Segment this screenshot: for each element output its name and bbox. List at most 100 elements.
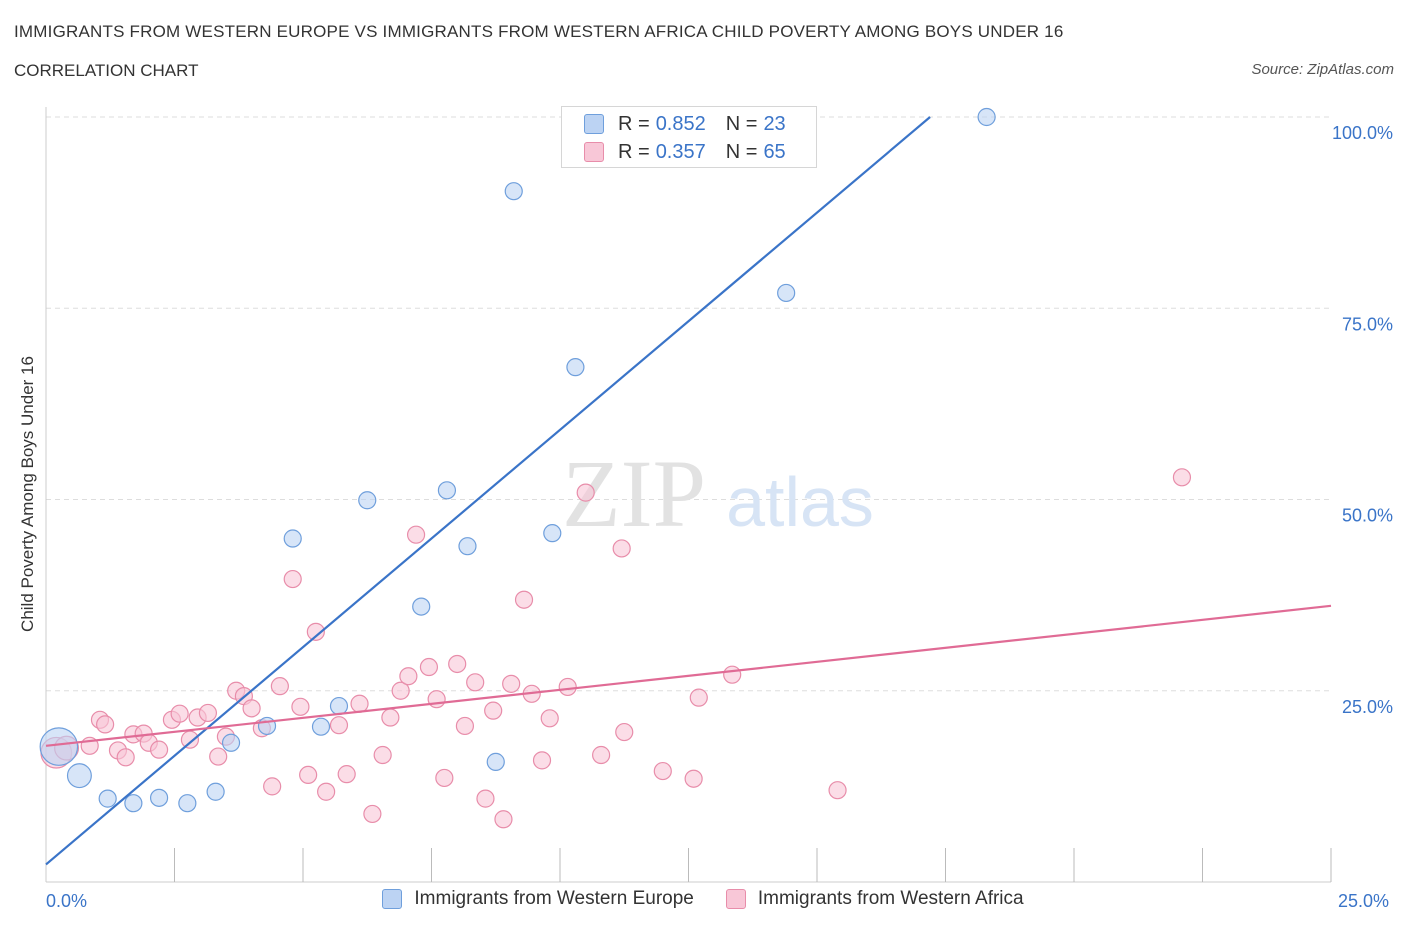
point-western-europe-0	[39, 727, 79, 766]
point-western-europe-21	[777, 283, 796, 303]
point-western-africa-28	[317, 782, 336, 801]
point-western-africa-57	[653, 761, 672, 781]
trend-lines	[45, 116, 1332, 866]
point-western-africa-56	[615, 722, 634, 742]
r-label: R =	[618, 112, 650, 135]
point-western-africa-41	[448, 654, 467, 674]
point-western-europe-13	[412, 597, 431, 616]
legend-row-western-africa: R = 0.357 N = 65	[584, 140, 786, 164]
watermark-atlas: atlas	[726, 463, 874, 541]
point-western-europe-18	[543, 524, 562, 543]
point-western-africa-23	[270, 677, 289, 696]
legend-label-western-europe: Immigrants from Western Europe	[414, 888, 694, 909]
point-western-africa-44	[476, 789, 495, 808]
point-western-africa-4	[96, 715, 115, 734]
point-western-africa-40	[435, 768, 454, 788]
y-axis-label: Child Poverty Among Boys Under 16	[18, 356, 37, 632]
point-western-africa-10	[149, 740, 169, 759]
x-tick-label-max: 25.0%	[1338, 891, 1390, 911]
point-western-africa-43	[466, 673, 485, 692]
point-western-europe-4	[149, 788, 169, 807]
n-label: N =	[725, 140, 758, 163]
point-western-africa-25	[291, 697, 310, 716]
n-label: N =	[725, 112, 758, 135]
y-tick-label-0: 25.0%	[1342, 697, 1393, 717]
point-western-africa-60	[723, 665, 742, 684]
point-western-africa-37	[406, 525, 426, 544]
point-western-europe-7	[221, 733, 241, 752]
point-western-europe-10	[311, 717, 331, 736]
point-western-africa-30	[337, 765, 356, 784]
r-label: R =	[618, 140, 650, 163]
series-legend: Immigrants from Western Europe Immigrant…	[0, 888, 1406, 910]
point-western-africa-45	[484, 701, 503, 720]
point-western-europe-15	[458, 537, 477, 556]
legend-swatch-western-europe	[584, 114, 604, 134]
point-western-africa-27	[306, 622, 325, 641]
point-western-europe-19	[566, 358, 585, 377]
point-western-africa-62	[1172, 468, 1192, 487]
point-western-europe-22	[977, 107, 996, 127]
point-western-africa-51	[540, 709, 559, 728]
point-western-europe-1	[66, 763, 92, 789]
point-western-africa-54	[592, 745, 611, 765]
legend-swatch-western-africa	[725, 889, 746, 909]
x-tick-label-min: 0.0%	[46, 891, 88, 911]
trend-line-western-europe	[45, 116, 931, 866]
r-value: 0.852	[655, 112, 706, 135]
point-western-africa-55	[612, 539, 631, 558]
n-value: 23	[763, 112, 786, 135]
point-western-africa-12	[170, 704, 189, 723]
point-western-africa-48	[514, 590, 534, 609]
point-western-europe-11	[329, 696, 349, 716]
point-western-africa-15	[198, 703, 218, 723]
point-western-africa-29	[329, 716, 349, 735]
y-tick-label-3: 100.0%	[1332, 123, 1393, 143]
point-western-africa-61	[828, 781, 847, 800]
n-value: 65	[763, 140, 786, 163]
legend-swatch-western-africa	[584, 142, 604, 162]
legend-swatch-western-europe	[382, 889, 403, 909]
y-tick-label-2: 75.0%	[1342, 314, 1393, 334]
point-western-africa-22	[263, 777, 282, 796]
point-western-africa-24	[283, 569, 302, 589]
point-western-africa-58	[684, 769, 703, 788]
source-credit: Source: ZipAtlas.com	[1251, 61, 1394, 78]
legend-item-western-europe[interactable]: Immigrants from Western Europe	[382, 888, 694, 910]
point-western-africa-33	[373, 745, 392, 765]
watermark: ZIP atlas	[562, 440, 874, 547]
point-western-europe-2	[98, 789, 117, 808]
point-western-africa-39	[427, 690, 446, 709]
point-western-africa-34	[381, 708, 400, 727]
point-western-europe-16	[486, 752, 505, 771]
stats-legend: R = 0.852 N = 23 R = 0.357 N = 65	[561, 106, 817, 168]
point-western-europe-5	[178, 794, 197, 813]
point-western-africa-35	[391, 681, 410, 700]
point-western-europe-8	[257, 716, 277, 736]
point-western-europe-6	[206, 782, 225, 801]
y-tick-labels: 25.0% 50.0% 75.0% 100.0%	[1332, 123, 1393, 717]
point-western-africa-6	[116, 748, 135, 767]
point-western-africa-50	[532, 751, 552, 770]
point-western-africa-38	[419, 657, 439, 677]
point-western-africa-13	[180, 730, 200, 749]
legend-row-western-europe: R = 0.852 N = 23	[584, 112, 786, 136]
point-western-europe-17	[504, 182, 523, 201]
gridlines	[46, 116, 1331, 692]
point-western-africa-59	[689, 688, 708, 707]
point-western-africa-31	[350, 694, 369, 713]
point-western-africa-16	[209, 747, 228, 766]
legend-item-western-africa[interactable]: Immigrants from Western Africa	[725, 888, 1024, 910]
y-tick-label-1: 50.0%	[1342, 506, 1393, 526]
point-western-europe-9	[283, 529, 302, 548]
chart-subtitle: CORRELATION CHART	[14, 61, 199, 80]
point-western-africa-46	[494, 810, 513, 829]
point-western-europe-3	[124, 794, 143, 813]
point-western-africa-36	[399, 667, 418, 686]
point-western-africa-42	[455, 716, 475, 736]
point-western-africa-52	[558, 677, 577, 697]
point-western-africa-20	[242, 699, 261, 718]
trend-line-western-africa	[45, 604, 1332, 747]
point-western-europe-12	[358, 491, 377, 510]
